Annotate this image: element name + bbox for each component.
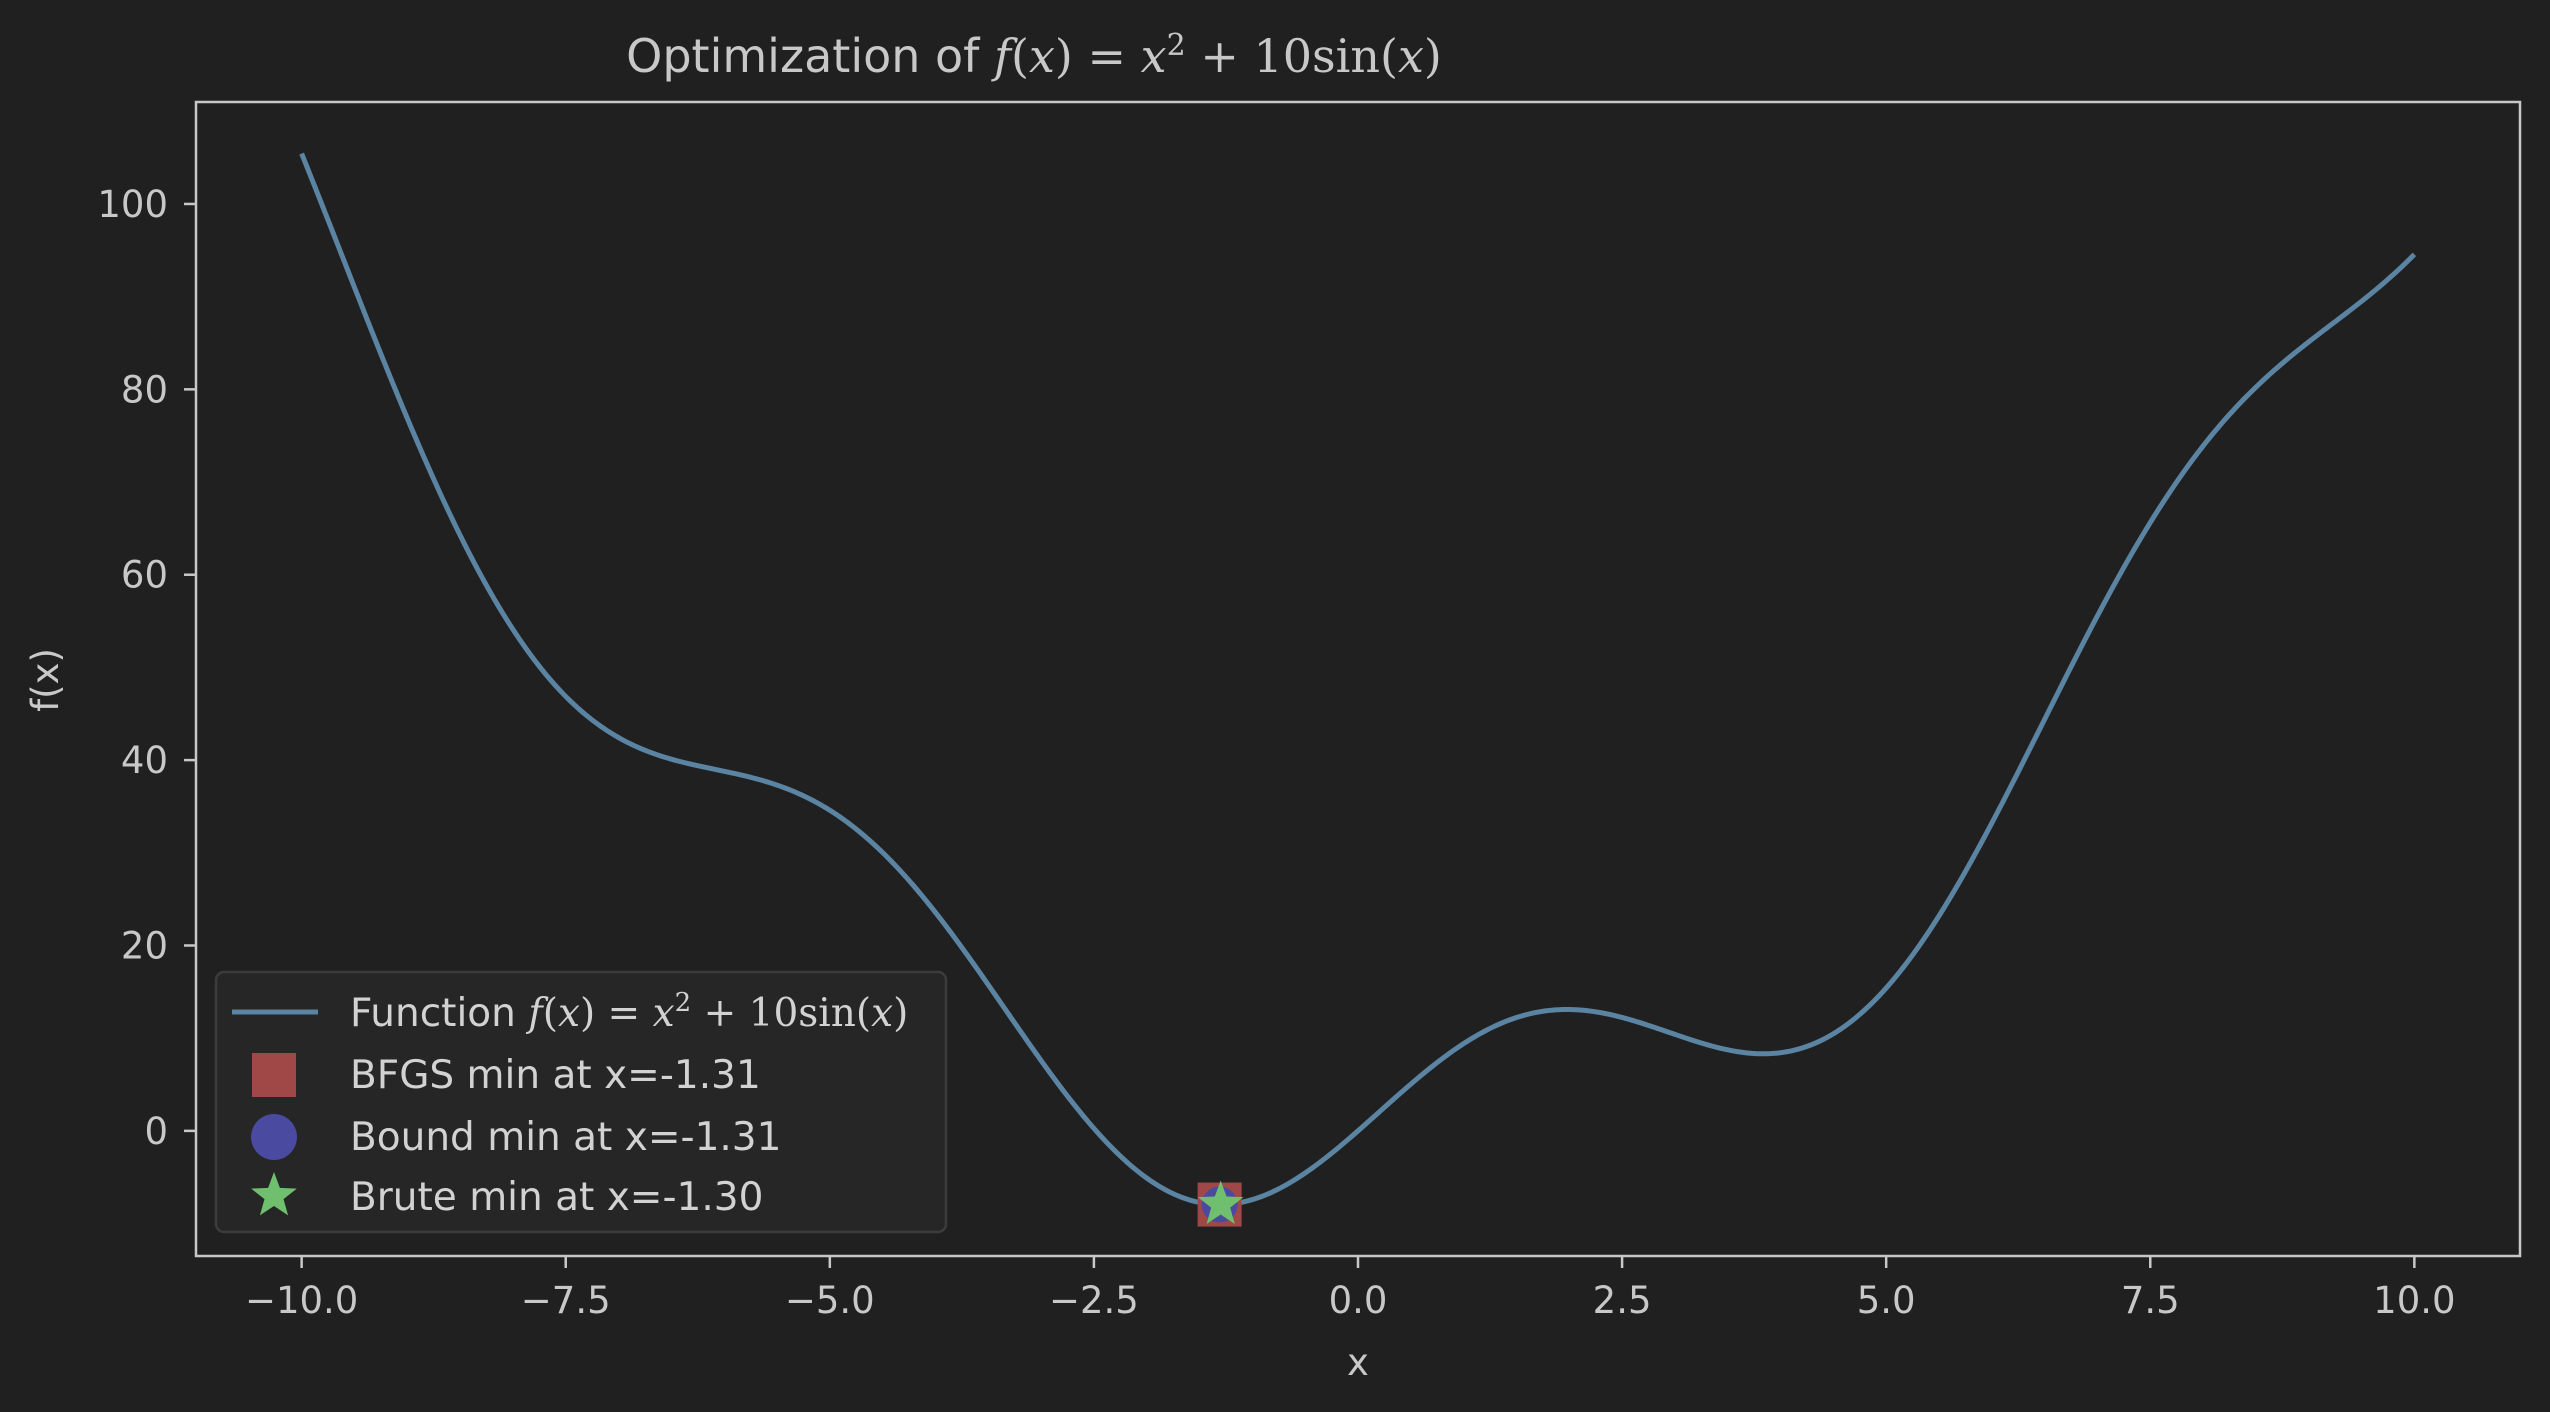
x-tick-label: 2.5: [1593, 1279, 1652, 1322]
x-tick-label: 5.0: [1857, 1279, 1916, 1322]
legend-circle-swatch: [251, 1114, 297, 1160]
legend-label-brute: Brute min at x=-1.30: [350, 1175, 763, 1220]
legend-label-bfgs: BFGS min at x=-1.31: [350, 1053, 761, 1098]
x-tick-label: 10.0: [2373, 1279, 2455, 1322]
legend-box: [214, 970, 948, 1234]
legend-label-bound: Bound min at x=-1.31: [350, 1115, 781, 1160]
y-tick-label: 80: [121, 368, 168, 411]
legend-square-swatch: [252, 1053, 296, 1097]
y-tick-label: 60: [121, 554, 168, 597]
y-tick-label: 100: [97, 183, 168, 226]
y-tick-label: 0: [144, 1110, 168, 1153]
y-axis: 0 20 40 60 80 100: [97, 183, 196, 1153]
y-tick-label: 20: [121, 924, 168, 967]
function-line: [299, 152, 2417, 1208]
chart-title: Optimization of f(x) = x2 + 10sin(x): [626, 28, 1442, 84]
x-tick-label: −10.0: [245, 1279, 358, 1322]
x-tick-label: −7.5: [521, 1279, 611, 1322]
y-tick-label: 40: [121, 739, 168, 782]
x-axis: −10.0 −7.5 −5.0 −2.5 0.0 2.5 5.0 7.5 10.0: [245, 1256, 2456, 1322]
x-tick-label: 7.5: [2121, 1279, 2180, 1322]
legend-star-swatch: [251, 1172, 297, 1216]
y-axis-label: f(x): [24, 648, 67, 712]
x-tick-label: 0.0: [1329, 1279, 1388, 1322]
plot-area: [299, 152, 2417, 1227]
x-tick-label: −5.0: [785, 1279, 875, 1322]
legend-label-function: Function f(x) = x2 + 10sin(x): [350, 988, 908, 1036]
brute-min-marker: [1197, 1180, 1244, 1224]
x-axis-label: x: [1347, 1341, 1369, 1384]
x-tick-label: −2.5: [1049, 1279, 1139, 1322]
legend: Function f(x) = x2 + 10sin(x) BFGS min a…: [214, 970, 948, 1234]
